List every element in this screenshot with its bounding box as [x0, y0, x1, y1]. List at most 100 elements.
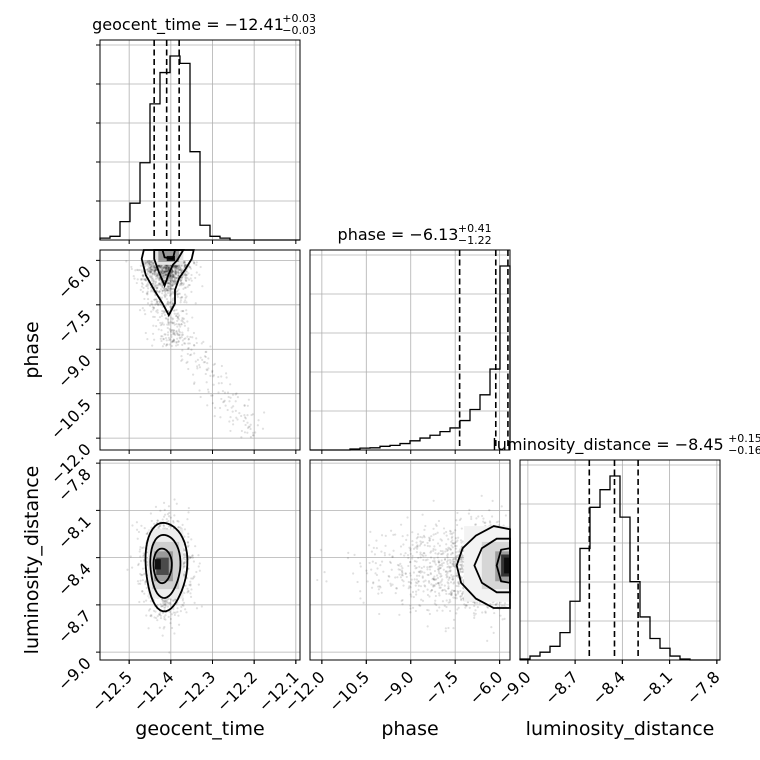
- sample-point: [152, 280, 155, 283]
- sample-point: [170, 300, 173, 303]
- sample-point: [181, 331, 184, 334]
- sample-point: [405, 575, 408, 579]
- sample-point: [214, 406, 217, 409]
- sample-point: [456, 590, 459, 593]
- sample-point: [158, 276, 161, 280]
- sample-point: [446, 572, 449, 575]
- sample-point: [454, 529, 457, 532]
- sample-point: [198, 273, 201, 276]
- sample-point: [452, 562, 455, 565]
- sample-point: [136, 278, 139, 281]
- sample-point: [167, 309, 170, 313]
- sample-point: [161, 271, 164, 274]
- contour-inner: [161, 249, 177, 260]
- sample-point: [177, 328, 181, 331]
- sample-point: [359, 597, 362, 600]
- sample-point: [206, 362, 209, 365]
- sample-point: [155, 298, 158, 301]
- sample-point: [450, 532, 454, 535]
- sample-point: [181, 599, 184, 602]
- sample-point: [164, 270, 167, 273]
- sample-point: [176, 610, 179, 614]
- sample-point: [448, 558, 452, 562]
- sample-point: [161, 605, 164, 608]
- sample-point: [462, 557, 465, 561]
- sample-point: [372, 582, 375, 585]
- sample-point: [177, 275, 180, 278]
- sample-point: [179, 267, 182, 270]
- sample-point: [165, 265, 168, 268]
- sample-point: [185, 276, 188, 279]
- sample-point: [423, 536, 426, 539]
- sample-point: [409, 607, 412, 610]
- sample-point: [459, 567, 462, 570]
- sample-point: [184, 296, 187, 299]
- sample-point: [160, 271, 163, 274]
- sample-point: [164, 266, 168, 269]
- sample-point: [428, 539, 431, 542]
- sample-point: [169, 617, 172, 621]
- sample-point: [480, 494, 483, 497]
- sample-point: [421, 570, 424, 573]
- sample-point: [460, 557, 463, 560]
- sample-point: [459, 557, 462, 561]
- sample-point: [439, 586, 442, 589]
- sample-point: [135, 521, 139, 524]
- sample-point: [149, 614, 152, 617]
- sample-point: [421, 513, 424, 516]
- sample-point: [150, 310, 153, 313]
- sample-point: [167, 267, 170, 270]
- sample-point: [426, 541, 429, 545]
- sample-point: [150, 275, 153, 278]
- sample-point: [163, 600, 166, 603]
- sample-point: [163, 265, 166, 269]
- sample-point: [411, 557, 414, 560]
- sample-point: [411, 531, 414, 534]
- sample-point: [162, 603, 165, 607]
- sample-point: [151, 344, 154, 347]
- sample-point: [370, 550, 373, 553]
- sample-point: [173, 514, 176, 517]
- sample-point: [246, 421, 249, 424]
- sample-point: [186, 540, 189, 544]
- sample-point: [456, 511, 459, 515]
- sample-point: [403, 554, 406, 557]
- sample-point: [430, 535, 433, 538]
- sample-point: [455, 554, 458, 557]
- sample-point: [167, 320, 170, 323]
- sample-point: [184, 274, 187, 277]
- sample-point: [395, 587, 398, 590]
- sample-point: [183, 293, 187, 296]
- sample-point: [169, 274, 172, 277]
- sample-point: [167, 266, 170, 270]
- sample-point: [189, 556, 192, 559]
- sample-point: [198, 562, 201, 565]
- sample-point: [486, 605, 489, 608]
- sample-point: [191, 554, 194, 557]
- sample-point: [176, 270, 179, 273]
- sample-point: [182, 268, 185, 271]
- sample-point: [434, 552, 437, 555]
- sample-point: [183, 591, 186, 595]
- sample-point: [220, 382, 223, 385]
- sample-point: [189, 277, 192, 280]
- sample-point: [153, 298, 156, 301]
- sample-point: [164, 606, 167, 609]
- sample-point: [156, 284, 160, 287]
- sample-point: [168, 285, 171, 288]
- sample-point: [460, 567, 464, 571]
- sample-point: [490, 626, 493, 629]
- sample-point: [183, 260, 186, 263]
- sample-point: [181, 320, 184, 323]
- sample-point: [422, 565, 426, 568]
- sample-point: [144, 265, 147, 268]
- sample-point: [219, 416, 222, 419]
- sample-point: [440, 553, 443, 556]
- sample-point: [180, 269, 183, 272]
- sample-point: [160, 267, 163, 271]
- sample-point: [161, 289, 164, 292]
- sample-point: [163, 599, 166, 603]
- sample-point: [149, 266, 153, 269]
- sample-point: [435, 574, 439, 577]
- sample-point: [144, 580, 147, 583]
